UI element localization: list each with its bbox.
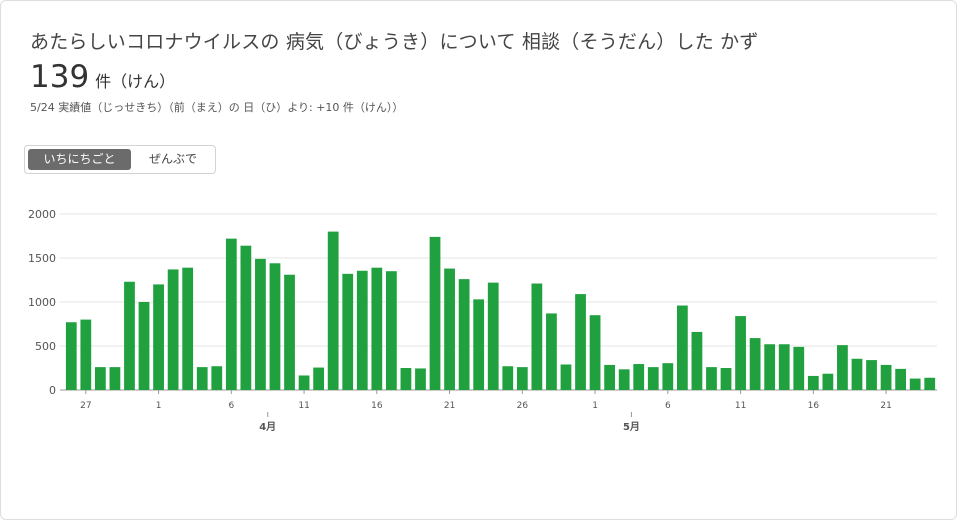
bar bbox=[182, 267, 194, 390]
y-tick-label: 1500 bbox=[28, 252, 56, 265]
latest-count-note: 5/24 実績値（じっせきち）（前（まえ）の 日（ひ）より: +10 件（けん）… bbox=[30, 101, 404, 114]
bar bbox=[851, 358, 863, 390]
bar bbox=[895, 368, 907, 390]
y-tick-label: 0 bbox=[49, 384, 56, 397]
bar bbox=[749, 338, 761, 390]
bar bbox=[691, 331, 703, 390]
bar bbox=[720, 368, 732, 390]
x-tick-label: 6 bbox=[665, 401, 671, 411]
bar bbox=[94, 367, 106, 390]
view-toggle: いちにちごと ぜんぶで bbox=[24, 145, 216, 174]
bar bbox=[225, 238, 237, 390]
x-tick-label: 26 bbox=[517, 401, 529, 411]
bar bbox=[196, 367, 208, 390]
daily-toggle-button[interactable]: いちにちごと bbox=[28, 149, 131, 170]
bar bbox=[793, 346, 805, 390]
bar bbox=[371, 267, 383, 390]
y-tick-label: 2000 bbox=[28, 208, 56, 221]
bar bbox=[546, 313, 557, 390]
month-label: 5月 bbox=[623, 421, 640, 433]
bar bbox=[124, 281, 135, 390]
bar bbox=[706, 367, 717, 390]
bar bbox=[80, 319, 92, 390]
x-tick-label: 16 bbox=[808, 401, 820, 411]
bar bbox=[487, 282, 499, 390]
bar bbox=[822, 373, 834, 390]
x-tick-label: 21 bbox=[444, 401, 455, 411]
bar bbox=[65, 322, 77, 390]
bar bbox=[516, 367, 528, 390]
x-tick-label: 1 bbox=[156, 401, 162, 411]
bar bbox=[647, 367, 659, 390]
bar bbox=[662, 363, 674, 390]
x-tick-label: 11 bbox=[735, 401, 746, 411]
bar bbox=[240, 245, 252, 390]
bar bbox=[298, 375, 310, 390]
bar bbox=[429, 236, 441, 390]
bar bbox=[778, 344, 790, 390]
x-tick-label: 1 bbox=[592, 401, 598, 411]
chart-title: あたらしいコロナウイルスの 病気（びょうき）について 相談（そうだん）した かず bbox=[30, 31, 759, 53]
bar bbox=[924, 377, 936, 390]
bar bbox=[153, 284, 164, 390]
bar bbox=[880, 364, 892, 390]
bar bbox=[575, 294, 586, 390]
bar bbox=[866, 360, 877, 390]
y-tick-label: 1000 bbox=[28, 296, 56, 309]
x-tick-label: 16 bbox=[371, 401, 383, 411]
latest-count: 139 件（けん） bbox=[30, 59, 175, 95]
bar bbox=[167, 269, 179, 390]
bar bbox=[604, 364, 616, 390]
bar bbox=[909, 378, 921, 390]
bar bbox=[284, 274, 295, 390]
x-tick-label: 21 bbox=[880, 401, 891, 411]
x-tick-label: 11 bbox=[298, 401, 309, 411]
bar bbox=[356, 270, 368, 390]
y-tick-label: 500 bbox=[35, 340, 56, 353]
bar bbox=[618, 369, 630, 390]
latest-count-value: 139 bbox=[30, 59, 90, 95]
bar bbox=[676, 305, 688, 390]
bar bbox=[807, 375, 819, 390]
bar bbox=[735, 316, 746, 390]
bar bbox=[444, 268, 455, 390]
bar bbox=[502, 366, 514, 390]
bar bbox=[415, 368, 426, 390]
x-tick-label: 6 bbox=[228, 401, 234, 411]
bar bbox=[385, 271, 397, 390]
bar bbox=[109, 367, 121, 390]
month-label: 4月 bbox=[259, 421, 276, 433]
x-tick-label: 27 bbox=[80, 401, 91, 411]
bar bbox=[589, 315, 601, 390]
bar bbox=[837, 345, 848, 390]
bar bbox=[560, 364, 572, 390]
bar bbox=[458, 279, 470, 390]
latest-count-unit: 件（けん） bbox=[95, 72, 176, 91]
bar bbox=[473, 299, 485, 390]
bar bbox=[764, 344, 776, 390]
bar bbox=[342, 273, 354, 390]
bar bbox=[269, 263, 281, 390]
bar bbox=[633, 364, 645, 390]
bar bbox=[400, 368, 412, 390]
bar bbox=[138, 302, 150, 390]
bar bbox=[531, 283, 543, 390]
cumulative-toggle-button[interactable]: ぜんぶで bbox=[148, 152, 197, 166]
bar bbox=[313, 367, 325, 390]
bar bbox=[327, 231, 339, 390]
bar bbox=[211, 366, 223, 390]
bar bbox=[255, 258, 266, 390]
